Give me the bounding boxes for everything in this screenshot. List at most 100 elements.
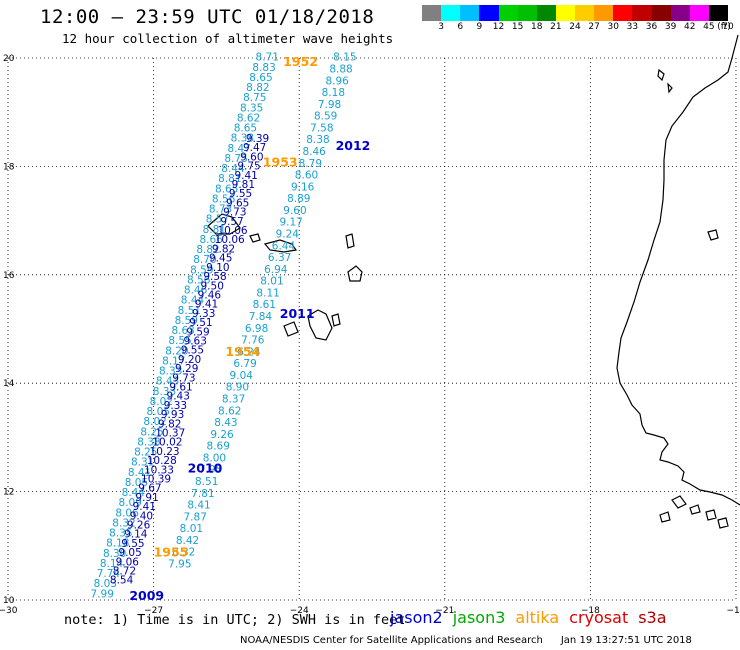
lat-tick-label: 20 bbox=[3, 54, 15, 64]
wave-height-value: 8.59 bbox=[190, 264, 213, 276]
wave-height-value: 8.81 bbox=[203, 224, 226, 236]
pass-time-label: 1954 bbox=[225, 344, 260, 359]
colorbar-swatch bbox=[422, 5, 442, 21]
wave-height-value: 9.81 bbox=[232, 179, 255, 191]
wave-height-value: 6.24 bbox=[237, 346, 261, 358]
bijagos-islands bbox=[659, 495, 729, 529]
wave-height-colorbar bbox=[422, 5, 728, 21]
wave-height-value: 9.16 bbox=[291, 181, 315, 193]
wave-height-value: 8.81 bbox=[218, 173, 241, 185]
wave-height-value: 8.09 bbox=[119, 497, 142, 509]
wave-height-value: 8.73 bbox=[209, 204, 232, 216]
wave-height-value: 10.02 bbox=[152, 437, 182, 449]
wave-height-value: 8.89 bbox=[287, 193, 310, 205]
colorbar-label: 9 bbox=[476, 22, 483, 32]
wave-height-value: 9.57 bbox=[220, 216, 243, 228]
wave-height-value: 8.20 bbox=[165, 345, 188, 357]
wave-height-value: 8.38 bbox=[137, 436, 160, 448]
colorbar-label: 36 bbox=[645, 22, 658, 32]
wave-height-value: 8.82 bbox=[196, 244, 219, 256]
wave-height-value: 10.39 bbox=[141, 474, 171, 486]
wave-height-value: 8.55 bbox=[168, 335, 191, 347]
wave-height-value: 8.96 bbox=[325, 75, 349, 87]
colorbar-swatch bbox=[594, 5, 614, 21]
lon-tick-label: −18 bbox=[581, 606, 600, 616]
wave-height-value: 9.39 bbox=[246, 133, 269, 145]
colorbar-label: 45 bbox=[703, 22, 715, 32]
wave-height-value: 8.42 bbox=[176, 535, 199, 547]
colorbar-swatch bbox=[517, 5, 537, 21]
wave-height-value: 8.14 bbox=[100, 558, 124, 570]
wave-height-value: 8.69 bbox=[207, 441, 230, 453]
colorbar-swatch bbox=[460, 5, 480, 21]
wave-height-value: 8.62 bbox=[218, 405, 241, 417]
colorbar-swatch bbox=[670, 5, 690, 21]
colorbar-label: 24 bbox=[569, 22, 581, 32]
coastline bbox=[207, 34, 740, 529]
wave-height-value: 9.45 bbox=[209, 253, 232, 265]
wave-height-value: 7.58 bbox=[310, 122, 333, 134]
pass-labels: 2012 2011 2010 2009 1952 1953 1954 1955 bbox=[129, 54, 370, 603]
wave-height-value: 8.44 bbox=[221, 163, 245, 175]
colorbar-label: 70 bbox=[722, 22, 734, 32]
colorbar-swatch bbox=[575, 5, 595, 21]
wave-height-value: 8.05 bbox=[147, 406, 170, 418]
pass-time-label: 1952 bbox=[283, 54, 318, 69]
wave-height-value: 7.87 bbox=[184, 511, 207, 523]
wave-height-value: 9.17 bbox=[279, 217, 302, 229]
wave-height-value: 8.17 bbox=[162, 355, 185, 367]
wave-height-value: 9.04 bbox=[230, 370, 254, 382]
legend-item-jason3: jason3 bbox=[452, 608, 506, 627]
legend-item-s3a: s3a bbox=[638, 608, 667, 627]
colorbar-label: 3 bbox=[438, 22, 444, 32]
wave-height-value: 6.79 bbox=[233, 358, 256, 370]
legend-item-jason2: jason2 bbox=[390, 608, 443, 627]
wave-height-value: 8.02 bbox=[150, 396, 173, 408]
wave-height-value: 8.25 bbox=[134, 447, 157, 459]
wave-height-value: 8.37 bbox=[222, 393, 245, 405]
wave-height-value: 10.28 bbox=[147, 455, 177, 467]
wave-height-value: 9.33 bbox=[192, 308, 215, 320]
lat-tick-label: 12 bbox=[3, 488, 14, 498]
wave-height-value: 8.33 bbox=[153, 386, 176, 398]
footer-credit: NOAA/NESDIS Center for Satellite Applica… bbox=[240, 635, 543, 646]
wave-height-value: 9.59 bbox=[186, 326, 209, 338]
wave-height-value: 7.99 bbox=[91, 588, 114, 600]
pass-time-label: 1953 bbox=[263, 154, 298, 169]
wave-height-value: 9.60 bbox=[240, 151, 263, 163]
wave-height-value: 8.57 bbox=[206, 214, 229, 226]
wave-height-value: 8.72 bbox=[113, 566, 136, 578]
note-text: note: 1) Time is in UTC; 2) SWH is in fe… bbox=[64, 612, 406, 628]
wave-height-value: 9.20 bbox=[178, 354, 201, 366]
wave-height-value: 9.43 bbox=[167, 391, 190, 403]
wave-height-value: 10.06 bbox=[218, 225, 248, 237]
colorbar-swatch bbox=[632, 5, 652, 21]
lat-tick-label: 16 bbox=[3, 271, 15, 281]
wave-height-value: 9.60 bbox=[283, 205, 306, 217]
wave-height-value: 7.95 bbox=[199, 464, 222, 476]
wave-height-value: 8.56 bbox=[187, 274, 211, 286]
wave-height-value: 8.18 bbox=[322, 87, 345, 99]
wave-height-value: 9.58 bbox=[203, 271, 226, 283]
wave-height-value: 7.95 bbox=[168, 558, 191, 570]
wave-height-value: 8.70 bbox=[193, 254, 216, 266]
wave-height-value: 8.51 bbox=[178, 305, 201, 317]
wave-height-value: 9.40 bbox=[130, 510, 153, 522]
wave-height-value: 8.06 bbox=[115, 507, 139, 519]
satellite-legend: jason2 jason3 altika cryosat s3a bbox=[390, 608, 677, 627]
wave-height-value: 8.31 bbox=[131, 457, 154, 469]
wave-height-value: 8.02 bbox=[143, 416, 166, 428]
wave-height-value: 8.00 bbox=[203, 452, 226, 464]
wave-height-value: 8.11 bbox=[256, 287, 279, 299]
lat-tick-label: 18 bbox=[3, 162, 15, 172]
wave-height-value: 8.61 bbox=[253, 299, 276, 311]
wave-height-value: 6.37 bbox=[268, 252, 291, 264]
wave-height-value: 6.44 bbox=[272, 240, 296, 252]
wave-height-value: 8.46 bbox=[184, 285, 208, 297]
wave-height-value: 7.74 bbox=[97, 568, 121, 580]
footer: NOAA/NESDIS Center for Satellite Applica… bbox=[240, 635, 692, 646]
wave-height-value: 10.37 bbox=[155, 427, 185, 439]
wave-height-value: 9.55 bbox=[121, 538, 144, 550]
wave-height-value: 8.05 bbox=[125, 477, 148, 489]
